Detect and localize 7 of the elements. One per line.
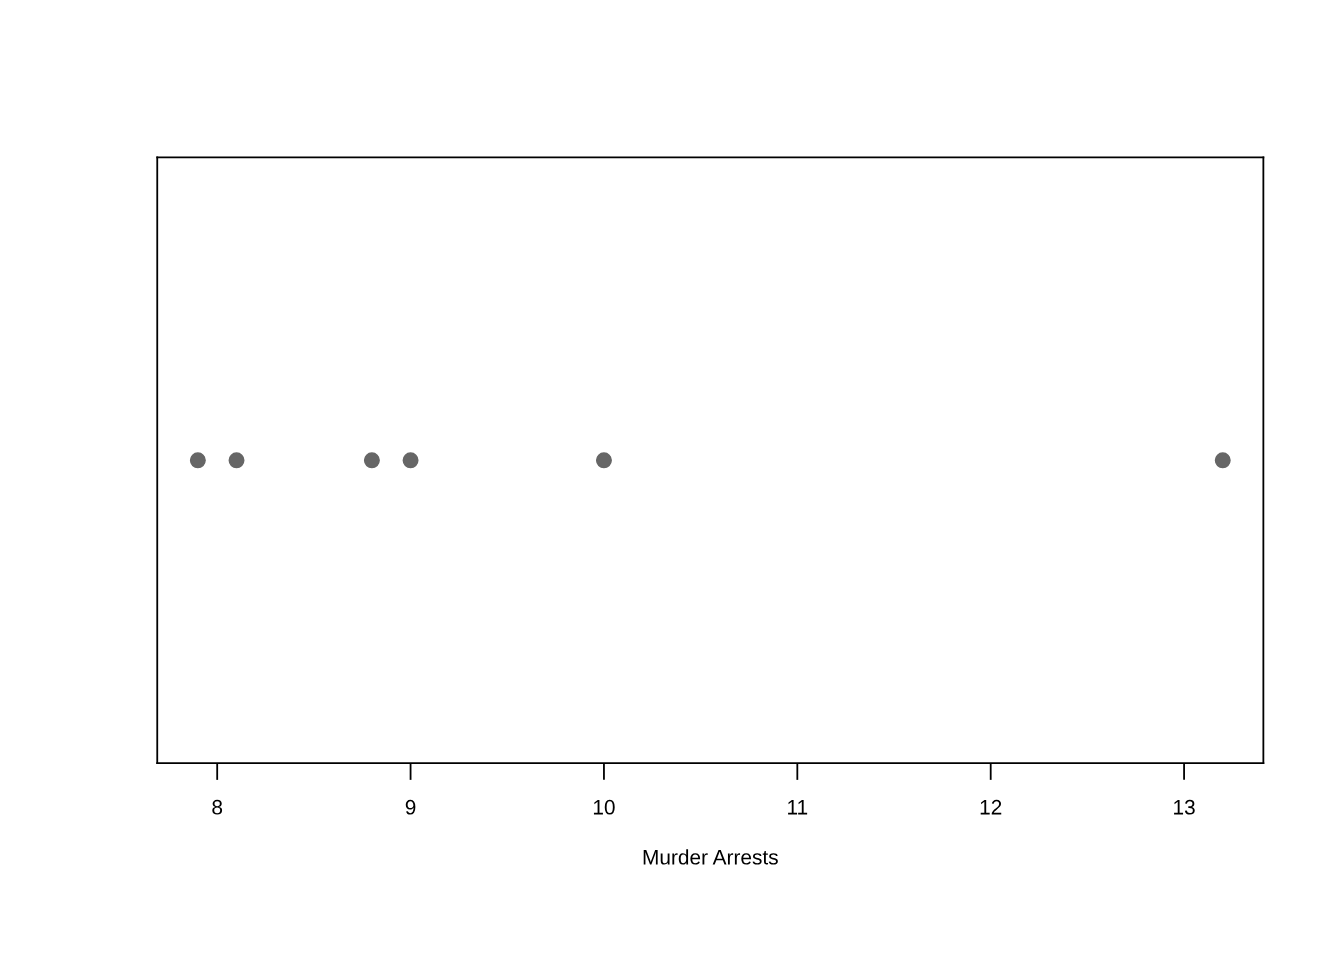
x-tick-label: 10 (593, 799, 615, 815)
x-tick-label: 9 (405, 799, 416, 815)
x-axis-title: Murder Arrests (643, 849, 778, 865)
x-tick-label: 12 (980, 799, 1002, 815)
x-tick-label: 13 (1174, 799, 1195, 815)
x-tick-label: 8 (212, 799, 223, 815)
x-tick-label: 11 (788, 800, 808, 815)
